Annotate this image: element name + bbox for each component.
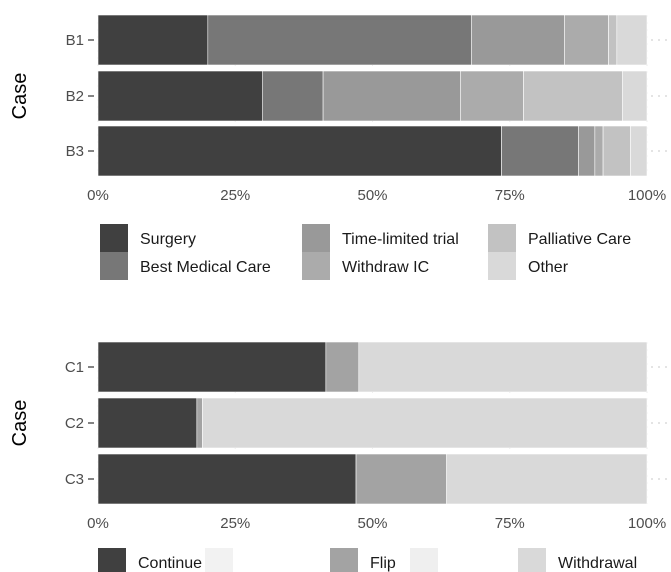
bar-b3-withdraw-ic — [594, 125, 604, 177]
y-tick-label-b2: B2 — [66, 88, 84, 105]
bar-b3-time-limited-trial — [578, 125, 596, 177]
bar-b1-palliative-care — [608, 14, 618, 66]
x-tick-label-0: 0% — [87, 187, 109, 204]
x-tick-label-3: 75% — [495, 515, 525, 532]
x-tick-label-4: 100% — [628, 515, 666, 532]
bar-b1-surgery — [97, 14, 209, 66]
y-tick-label-c2: C2 — [65, 415, 84, 432]
bar-c2-flip — [196, 397, 203, 449]
legend-swatch-series-1 — [205, 548, 233, 572]
legend-label-withdrawal: Withdrawal — [558, 555, 637, 572]
bar-b1-other — [616, 14, 648, 66]
bar-b2-surgery — [97, 70, 263, 122]
bar-c1-continue — [97, 341, 327, 393]
bar-b3-surgery — [97, 125, 502, 177]
legend-swatch-other — [488, 252, 516, 280]
legend-swatch-withdrawal — [518, 548, 546, 572]
bar-c2-continue — [97, 397, 198, 449]
legend-swatch-palliative-care — [488, 224, 516, 252]
x-tick-label-1: 25% — [220, 515, 250, 532]
legend: Surgery Best Medical Care Time-limited tri… — [100, 224, 631, 280]
bar-b1-withdraw-ic — [564, 14, 609, 66]
bar-b1-best-medical-care — [207, 14, 472, 66]
legend-label-flip: Flip — [370, 555, 396, 572]
x-tick-label-2: 50% — [357, 515, 387, 532]
legend-label-best-medical-care: Best Medical Care — [140, 259, 271, 276]
chart-c: C1 C2 C3 0% 25% 50% 75% 100% Case Continue Flip Wit… — [9, 341, 668, 572]
bar-b2-palliative-care — [523, 70, 623, 122]
x-tick-label-2: 50% — [357, 187, 387, 204]
legend-label-time-limited-trial: Time-limited trial — [342, 231, 459, 248]
bar-c1-withdrawal — [358, 341, 648, 393]
legend-label-continue: Continue — [138, 555, 202, 572]
legend: Continue Flip Withdrawal — [98, 548, 637, 572]
legend-swatch-time-limited-trial — [302, 224, 330, 252]
legend-swatch-continue — [98, 548, 126, 572]
bar-c3-flip — [355, 453, 447, 505]
bar-b2-other — [621, 70, 648, 122]
x-tick-label-3: 75% — [495, 187, 525, 204]
x-tick-label-0: 0% — [87, 515, 109, 532]
y-tick-label-b3: B3 — [66, 143, 84, 160]
chart-b: B1 B2 B3 0% 25% 50% 75% 100% Case Surgery Best Med… — [9, 14, 668, 280]
bar-b2-best-medical-care — [262, 70, 324, 122]
bar-c2-withdrawal — [202, 397, 648, 449]
legend-label-other: Other — [528, 259, 569, 276]
y-axis-title: Case — [9, 400, 31, 447]
bar-b3-best-medical-care — [501, 125, 579, 177]
bar-b3-other — [630, 125, 648, 177]
legend-swatch-best-medical-care — [100, 252, 128, 280]
bar-b1-time-limited-trial — [471, 14, 565, 66]
bar-c1-flip — [325, 341, 360, 393]
y-axis-title: Case — [9, 73, 31, 120]
x-tick-label-4: 100% — [628, 187, 666, 204]
bar-b2-time-limited-trial — [322, 70, 461, 122]
legend-swatch-series-3 — [410, 548, 438, 572]
y-tick-label-c3: C3 — [65, 471, 84, 488]
bar-b3-palliative-care — [602, 125, 631, 177]
legend-label-withdraw-ic: Withdraw IC — [342, 259, 429, 276]
legend-swatch-surgery — [100, 224, 128, 252]
y-tick-label-c1: C1 — [65, 359, 84, 376]
legend-label-palliative-care: Palliative Care — [528, 231, 631, 248]
bar-c3-continue — [97, 453, 357, 505]
legend-swatch-withdraw-ic — [302, 252, 330, 280]
bar-b2-withdraw-ic — [460, 70, 524, 122]
legend-label-surgery: Surgery — [140, 231, 196, 248]
x-tick-label-1: 25% — [220, 187, 250, 204]
legend-swatch-flip — [330, 548, 358, 572]
bar-c3-withdrawal — [446, 453, 648, 505]
y-tick-label-b1: B1 — [66, 32, 84, 49]
